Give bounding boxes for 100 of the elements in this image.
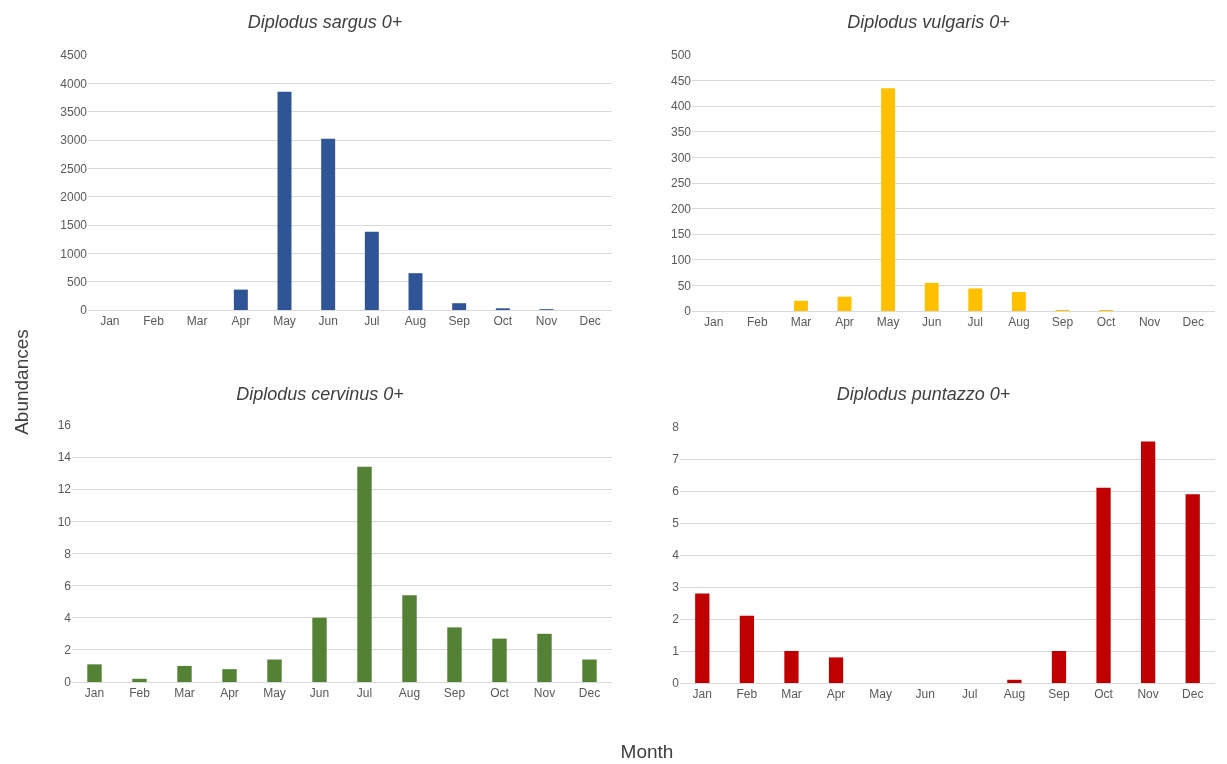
x-tick-label: Apr <box>220 686 239 701</box>
x-tick-label: Oct <box>493 314 513 329</box>
chart-title: Diplodus cervinus 0+ <box>236 384 404 405</box>
bar <box>132 678 147 682</box>
y-tick-label: 4 <box>672 548 680 563</box>
bar <box>452 303 467 310</box>
x-tick-label: Mar <box>790 315 812 330</box>
x-tick-label: Mar <box>174 686 195 701</box>
bar <box>233 289 248 310</box>
bar <box>408 273 423 310</box>
x-tick-label: Feb <box>736 687 758 702</box>
chart-title: Diplodus vulgaris 0+ <box>847 12 1010 33</box>
y-tick-label: 4 <box>64 610 72 625</box>
y-tick-label: 100 <box>670 253 692 267</box>
y-tick-label: 0 <box>672 676 680 691</box>
y-tick-label: 250 <box>670 176 692 191</box>
y-tick-label: 0 <box>80 303 88 318</box>
y-tick-label: 150 <box>670 227 692 242</box>
bar <box>968 288 983 311</box>
y-tick-label: 2 <box>64 643 72 658</box>
x-tick-label: Aug <box>398 686 421 701</box>
y-tick-label: 300 <box>670 150 692 165</box>
bar <box>277 91 292 310</box>
bar <box>1096 487 1111 683</box>
x-tick-label: Dec <box>1182 315 1204 330</box>
y-tick-label: 450 <box>670 73 692 88</box>
x-tick-label: Mar <box>186 314 208 329</box>
x-tick-label: Oct <box>1094 687 1114 702</box>
y-tick-label: 500 <box>66 274 88 289</box>
x-tick-label: Sep <box>1048 687 1070 702</box>
x-tick-label: Nov <box>1137 687 1159 702</box>
x-tick-label: Aug <box>1008 315 1030 330</box>
y-tick-label: 10 <box>57 514 72 529</box>
bar <box>177 665 192 682</box>
x-tick-label: Dec <box>1182 687 1204 702</box>
bar <box>1185 494 1200 683</box>
y-tick-label: 4500 <box>60 48 88 63</box>
x-axis-title: Month <box>620 741 674 763</box>
bar <box>784 651 799 683</box>
bar <box>1140 441 1156 683</box>
y-tick-label: 3500 <box>60 104 88 119</box>
y-tick-label: 6 <box>672 484 680 499</box>
bar <box>321 138 336 310</box>
bar <box>364 231 379 310</box>
x-tick-label: Jul <box>962 687 978 702</box>
x-tick-label: Jul <box>356 686 373 701</box>
x-tick-label: Aug <box>1003 687 1026 702</box>
x-tick-label: Mar <box>781 687 802 702</box>
x-tick-label: May <box>876 315 900 330</box>
bar <box>447 627 462 682</box>
bar <box>357 466 372 682</box>
x-tick-label: Feb <box>143 314 165 329</box>
bar <box>695 593 710 683</box>
chart-title: Diplodus sargus 0+ <box>247 12 403 33</box>
bar <box>312 617 327 682</box>
y-tick-label: 400 <box>670 99 692 114</box>
bar <box>881 88 896 311</box>
x-tick-label: Jul <box>364 314 380 329</box>
x-tick-label: Sep <box>1051 315 1074 330</box>
bar <box>1051 651 1067 683</box>
y-tick-label: 6 <box>64 578 72 593</box>
y-tick-label: 50 <box>677 278 692 293</box>
bar <box>87 664 102 682</box>
x-tick-label: Jan <box>84 686 105 701</box>
x-tick-label: Apr <box>826 687 846 702</box>
x-tick-label: Apr <box>231 314 251 329</box>
x-tick-label: Jan <box>100 314 120 329</box>
y-tick-label: 2 <box>672 612 680 627</box>
bar <box>828 657 844 683</box>
x-tick-label: May <box>273 314 296 329</box>
x-tick-label: Jun <box>922 315 942 330</box>
x-tick-label: Aug <box>404 314 427 329</box>
x-tick-label: Jun <box>318 314 338 329</box>
y-tick-label: 5 <box>672 516 680 531</box>
bar <box>793 300 808 311</box>
x-tick-label: Dec <box>578 686 601 701</box>
bar <box>267 659 282 682</box>
bar <box>1007 679 1022 683</box>
y-tick-label: 1000 <box>60 246 88 261</box>
bar <box>924 282 939 311</box>
y-tick-label: 7 <box>672 452 680 467</box>
y-tick-label: 14 <box>57 450 72 465</box>
y-tick-label: 4000 <box>60 76 88 91</box>
x-tick-label: Dec <box>579 314 601 329</box>
x-tick-label: Sep <box>448 314 471 329</box>
x-tick-label: Feb <box>747 315 769 330</box>
x-tick-label: Sep <box>443 686 466 701</box>
x-tick-label: May <box>869 687 892 702</box>
y-tick-label: 2500 <box>60 161 88 176</box>
y-tick-label: 350 <box>670 125 692 139</box>
x-tick-label: Oct <box>1096 315 1117 330</box>
bar <box>837 296 852 311</box>
bar <box>537 633 552 682</box>
x-tick-label: Jun <box>915 687 935 702</box>
x-tick-label: Nov <box>533 686 556 701</box>
bar <box>739 615 755 683</box>
x-tick-label: Jan <box>692 687 712 702</box>
bar <box>1011 292 1026 311</box>
y-tick-label: 8 <box>672 420 680 435</box>
y-tick-label: 8 <box>64 546 72 561</box>
